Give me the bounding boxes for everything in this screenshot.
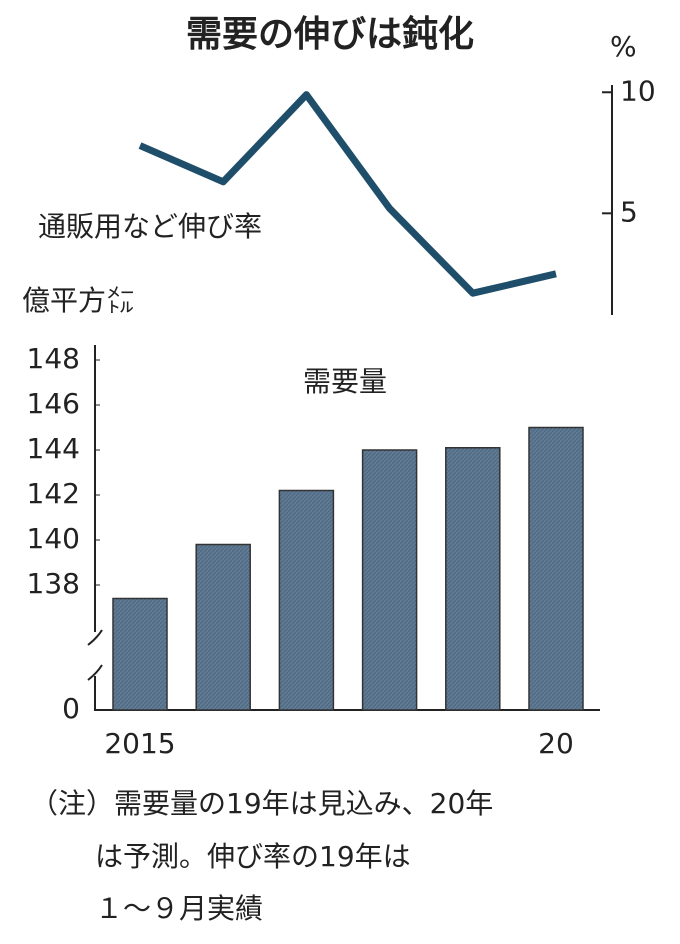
y2-unit: % xyxy=(610,30,637,63)
bar xyxy=(445,447,501,711)
axis-break xyxy=(87,629,103,681)
line-label: 通販用など伸び率 xyxy=(38,210,262,243)
line xyxy=(138,91,557,297)
bar xyxy=(112,597,168,711)
y2-tick-label: 5 xyxy=(620,195,638,228)
y-tick-label: 148 xyxy=(27,342,80,375)
bar xyxy=(195,543,251,711)
y-tick-label: 138 xyxy=(27,567,80,600)
bar-title: 需要量 xyxy=(303,365,387,398)
y-tick-label: 146 xyxy=(27,387,80,420)
axis xyxy=(94,345,600,711)
y-unit: 億平方㍍ xyxy=(22,284,134,317)
note: は予測。伸び率の19年は xyxy=(95,840,411,873)
chart-title: 需要の伸びは鈍化 xyxy=(186,14,474,55)
y-tick-label: 0 xyxy=(62,692,80,725)
y-tick-label: 142 xyxy=(27,477,80,510)
bar xyxy=(528,426,584,711)
x-tick-label: 20 xyxy=(538,727,574,760)
note: １～９月実績 xyxy=(95,892,263,925)
y-tick-label: 140 xyxy=(27,522,80,555)
y2-tick-label: 10 xyxy=(620,74,656,107)
y-tick-label: 144 xyxy=(27,432,80,465)
bar xyxy=(361,449,418,711)
bar xyxy=(278,489,335,711)
x-tick-label: 2015 xyxy=(104,727,175,760)
note: （注）需要量の19年は見込み、20年 xyxy=(30,787,493,820)
